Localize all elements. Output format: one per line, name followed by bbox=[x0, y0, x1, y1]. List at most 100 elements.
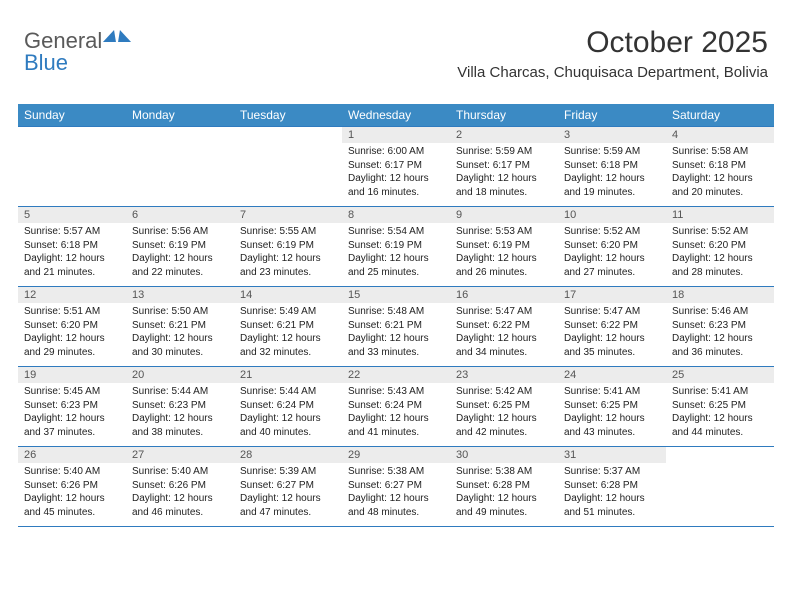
day-number: 13 bbox=[126, 287, 234, 303]
sunset-text: Sunset: 6:21 PM bbox=[240, 319, 336, 333]
sunrise-text: Sunrise: 5:40 AM bbox=[24, 465, 120, 479]
daylight-text: Daylight: 12 hours and 30 minutes. bbox=[132, 332, 228, 359]
calendar-cell: 31Sunrise: 5:37 AMSunset: 6:28 PMDayligh… bbox=[558, 447, 666, 527]
sunset-text: Sunset: 6:19 PM bbox=[456, 239, 552, 253]
weekday-header: Monday bbox=[126, 104, 234, 127]
sunrise-text: Sunrise: 5:38 AM bbox=[348, 465, 444, 479]
calendar-cell: 10Sunrise: 5:52 AMSunset: 6:20 PMDayligh… bbox=[558, 207, 666, 287]
daylight-text: Daylight: 12 hours and 16 minutes. bbox=[348, 172, 444, 199]
day-detail: Sunrise: 6:00 AMSunset: 6:17 PMDaylight:… bbox=[342, 143, 450, 203]
sunrise-text: Sunrise: 5:59 AM bbox=[456, 145, 552, 159]
sunrise-text: Sunrise: 5:49 AM bbox=[240, 305, 336, 319]
weekday-header-row: Sunday Monday Tuesday Wednesday Thursday… bbox=[18, 104, 774, 127]
calendar-cell: 9Sunrise: 5:53 AMSunset: 6:19 PMDaylight… bbox=[450, 207, 558, 287]
sunset-text: Sunset: 6:23 PM bbox=[132, 399, 228, 413]
calendar-cell bbox=[18, 127, 126, 207]
day-number: 24 bbox=[558, 367, 666, 383]
day-number: 2 bbox=[450, 127, 558, 143]
day-detail: Sunrise: 5:49 AMSunset: 6:21 PMDaylight:… bbox=[234, 303, 342, 363]
day-number: 23 bbox=[450, 367, 558, 383]
day-detail: Sunrise: 5:47 AMSunset: 6:22 PMDaylight:… bbox=[450, 303, 558, 363]
calendar-cell: 23Sunrise: 5:42 AMSunset: 6:25 PMDayligh… bbox=[450, 367, 558, 447]
day-detail: Sunrise: 5:52 AMSunset: 6:20 PMDaylight:… bbox=[558, 223, 666, 283]
day-detail: Sunrise: 5:55 AMSunset: 6:19 PMDaylight:… bbox=[234, 223, 342, 283]
calendar-cell: 14Sunrise: 5:49 AMSunset: 6:21 PMDayligh… bbox=[234, 287, 342, 367]
sunset-text: Sunset: 6:25 PM bbox=[564, 399, 660, 413]
daylight-text: Daylight: 12 hours and 46 minutes. bbox=[132, 492, 228, 519]
calendar-cell: 2Sunrise: 5:59 AMSunset: 6:17 PMDaylight… bbox=[450, 127, 558, 207]
daylight-text: Daylight: 12 hours and 41 minutes. bbox=[348, 412, 444, 439]
sunrise-text: Sunrise: 5:41 AM bbox=[672, 385, 768, 399]
sunrise-text: Sunrise: 5:54 AM bbox=[348, 225, 444, 239]
daylight-text: Daylight: 12 hours and 34 minutes. bbox=[456, 332, 552, 359]
calendar-cell: 16Sunrise: 5:47 AMSunset: 6:22 PMDayligh… bbox=[450, 287, 558, 367]
daylight-text: Daylight: 12 hours and 49 minutes. bbox=[456, 492, 552, 519]
calendar-cell: 21Sunrise: 5:44 AMSunset: 6:24 PMDayligh… bbox=[234, 367, 342, 447]
day-detail: Sunrise: 5:51 AMSunset: 6:20 PMDaylight:… bbox=[18, 303, 126, 363]
calendar-week-row: 5Sunrise: 5:57 AMSunset: 6:18 PMDaylight… bbox=[18, 207, 774, 287]
day-detail: Sunrise: 5:47 AMSunset: 6:22 PMDaylight:… bbox=[558, 303, 666, 363]
calendar-table: Sunday Monday Tuesday Wednesday Thursday… bbox=[18, 104, 774, 527]
sunset-text: Sunset: 6:25 PM bbox=[456, 399, 552, 413]
sunrise-text: Sunrise: 5:55 AM bbox=[240, 225, 336, 239]
day-number: 22 bbox=[342, 367, 450, 383]
sunset-text: Sunset: 6:23 PM bbox=[672, 319, 768, 333]
day-detail: Sunrise: 5:53 AMSunset: 6:19 PMDaylight:… bbox=[450, 223, 558, 283]
sunset-text: Sunset: 6:21 PM bbox=[132, 319, 228, 333]
daylight-text: Daylight: 12 hours and 38 minutes. bbox=[132, 412, 228, 439]
day-number: 9 bbox=[450, 207, 558, 223]
day-number: 21 bbox=[234, 367, 342, 383]
sunset-text: Sunset: 6:27 PM bbox=[348, 479, 444, 493]
sunrise-text: Sunrise: 6:00 AM bbox=[348, 145, 444, 159]
day-number: 26 bbox=[18, 447, 126, 463]
sunrise-text: Sunrise: 5:37 AM bbox=[564, 465, 660, 479]
day-number: 3 bbox=[558, 127, 666, 143]
day-detail: Sunrise: 5:39 AMSunset: 6:27 PMDaylight:… bbox=[234, 463, 342, 523]
day-detail: Sunrise: 5:54 AMSunset: 6:19 PMDaylight:… bbox=[342, 223, 450, 283]
day-number: 10 bbox=[558, 207, 666, 223]
calendar-cell: 11Sunrise: 5:52 AMSunset: 6:20 PMDayligh… bbox=[666, 207, 774, 287]
daylight-text: Daylight: 12 hours and 32 minutes. bbox=[240, 332, 336, 359]
sunset-text: Sunset: 6:24 PM bbox=[348, 399, 444, 413]
weekday-header: Sunday bbox=[18, 104, 126, 127]
sunrise-text: Sunrise: 5:44 AM bbox=[240, 385, 336, 399]
day-detail: Sunrise: 5:42 AMSunset: 6:25 PMDaylight:… bbox=[450, 383, 558, 443]
calendar-cell: 28Sunrise: 5:39 AMSunset: 6:27 PMDayligh… bbox=[234, 447, 342, 527]
calendar-week-row: 1Sunrise: 6:00 AMSunset: 6:17 PMDaylight… bbox=[18, 127, 774, 207]
weekday-header: Tuesday bbox=[234, 104, 342, 127]
day-number: 27 bbox=[126, 447, 234, 463]
daylight-text: Daylight: 12 hours and 18 minutes. bbox=[456, 172, 552, 199]
daylight-text: Daylight: 12 hours and 48 minutes. bbox=[348, 492, 444, 519]
sunset-text: Sunset: 6:21 PM bbox=[348, 319, 444, 333]
sunset-text: Sunset: 6:20 PM bbox=[564, 239, 660, 253]
day-detail: Sunrise: 5:45 AMSunset: 6:23 PMDaylight:… bbox=[18, 383, 126, 443]
day-detail: Sunrise: 5:38 AMSunset: 6:28 PMDaylight:… bbox=[450, 463, 558, 523]
calendar-cell: 8Sunrise: 5:54 AMSunset: 6:19 PMDaylight… bbox=[342, 207, 450, 287]
day-number: 11 bbox=[666, 207, 774, 223]
sunrise-text: Sunrise: 5:51 AM bbox=[24, 305, 120, 319]
sunrise-text: Sunrise: 5:50 AM bbox=[132, 305, 228, 319]
calendar-cell: 1Sunrise: 6:00 AMSunset: 6:17 PMDaylight… bbox=[342, 127, 450, 207]
day-number: 17 bbox=[558, 287, 666, 303]
sunset-text: Sunset: 6:23 PM bbox=[24, 399, 120, 413]
sunrise-text: Sunrise: 5:46 AM bbox=[672, 305, 768, 319]
day-number: 29 bbox=[342, 447, 450, 463]
daylight-text: Daylight: 12 hours and 43 minutes. bbox=[564, 412, 660, 439]
calendar-cell: 22Sunrise: 5:43 AMSunset: 6:24 PMDayligh… bbox=[342, 367, 450, 447]
daylight-text: Daylight: 12 hours and 37 minutes. bbox=[24, 412, 120, 439]
calendar-cell bbox=[666, 447, 774, 527]
sunset-text: Sunset: 6:20 PM bbox=[672, 239, 768, 253]
day-detail: Sunrise: 5:58 AMSunset: 6:18 PMDaylight:… bbox=[666, 143, 774, 203]
sunrise-text: Sunrise: 5:42 AM bbox=[456, 385, 552, 399]
day-detail: Sunrise: 5:59 AMSunset: 6:17 PMDaylight:… bbox=[450, 143, 558, 203]
sunrise-text: Sunrise: 5:45 AM bbox=[24, 385, 120, 399]
calendar-cell: 27Sunrise: 5:40 AMSunset: 6:26 PMDayligh… bbox=[126, 447, 234, 527]
day-detail: Sunrise: 5:48 AMSunset: 6:21 PMDaylight:… bbox=[342, 303, 450, 363]
daylight-text: Daylight: 12 hours and 44 minutes. bbox=[672, 412, 768, 439]
sunset-text: Sunset: 6:22 PM bbox=[456, 319, 552, 333]
day-number: 4 bbox=[666, 127, 774, 143]
day-number: 18 bbox=[666, 287, 774, 303]
sunset-text: Sunset: 6:20 PM bbox=[24, 319, 120, 333]
sunrise-text: Sunrise: 5:56 AM bbox=[132, 225, 228, 239]
day-detail: Sunrise: 5:57 AMSunset: 6:18 PMDaylight:… bbox=[18, 223, 126, 283]
